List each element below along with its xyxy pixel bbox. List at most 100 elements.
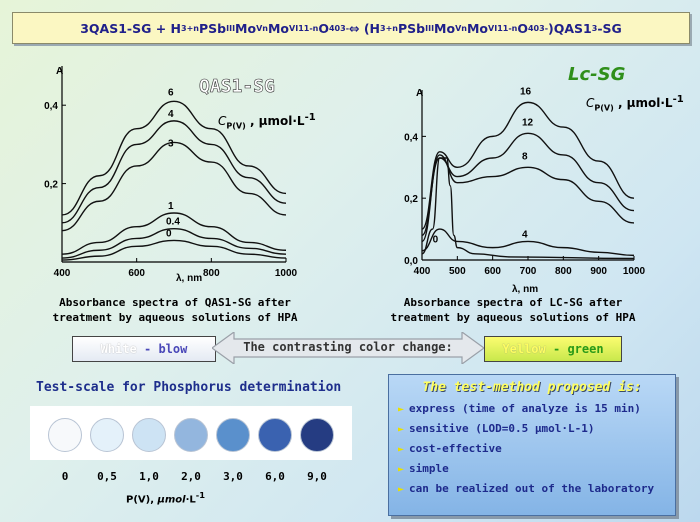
- unit-italic: μmol: [157, 494, 186, 506]
- equation-sub: 3+n: [181, 23, 199, 33]
- series-line-4: [61, 120, 287, 224]
- method-item-text: can be realized out of the laboratory: [409, 482, 655, 495]
- series-label-4: 4: [522, 229, 528, 240]
- swatch-label-1: 0,5: [97, 470, 117, 483]
- test-scale-unit: P(V), μmol·L-1: [126, 490, 205, 505]
- conc-sub: P(V): [594, 103, 614, 113]
- swatch-label-0: 0: [61, 470, 69, 483]
- equation-sub: n: [461, 23, 467, 33]
- equation-sub: 3: [591, 23, 598, 33]
- sep: -: [136, 342, 159, 356]
- equation-part: O: [318, 20, 329, 36]
- method-item-text: cost-effective: [409, 442, 502, 455]
- x-tick-label: 400: [54, 268, 71, 279]
- y-tick-label: 0,0: [404, 256, 418, 267]
- equation-part: Mo: [267, 20, 290, 36]
- series-label-0: 0: [433, 235, 439, 246]
- series-line-4: [421, 228, 635, 257]
- bullet-icon: ►: [398, 404, 405, 415]
- method-item-text: simple: [409, 462, 449, 475]
- x-tick-label: 700: [520, 266, 537, 277]
- bullet-icon: ►: [398, 464, 405, 475]
- color-swatch-5: [258, 418, 292, 452]
- series-label-12: 12: [522, 117, 534, 128]
- method-item: ► sensitive (LOD=0.5 μmol·L-1): [398, 422, 594, 435]
- equation-sup: V: [455, 23, 462, 33]
- equation-sub: n: [262, 23, 268, 33]
- color-swatch-6: [300, 418, 334, 452]
- conc-sub: P(V): [226, 121, 246, 131]
- equation-part: Mo: [466, 20, 489, 36]
- series-line-8: [421, 154, 635, 243]
- equation-sub: 40: [527, 23, 540, 33]
- equation-sub: 11-n: [497, 23, 518, 33]
- x-tick-label: 1000: [623, 266, 646, 277]
- x-tick-label: 1000: [275, 268, 298, 279]
- color-swatch-3: [174, 418, 208, 452]
- double-arrow-icon: [212, 332, 484, 364]
- method-item-text: express (time of analyze is 15 min): [409, 402, 641, 415]
- white-word: White: [100, 342, 137, 356]
- concentration-label-left: CP(V) , μmol·L-1: [218, 112, 316, 131]
- equation-sub: 3+n: [380, 23, 398, 33]
- conc-unit: , μmol·L: [613, 96, 673, 110]
- series-line-6: [61, 100, 287, 216]
- series-line-0: [61, 239, 287, 261]
- x-tick-label: 800: [203, 268, 220, 279]
- x-tick-label: 400: [414, 266, 431, 277]
- conc-symbol: C: [586, 96, 595, 110]
- test-scale-title: Test-scale for Phosphorus determination: [36, 380, 342, 395]
- yellow-word: Yellow: [502, 342, 546, 356]
- series-line-16: [421, 101, 635, 230]
- chart-title-qas1-sg: QAS1-SG: [199, 76, 275, 98]
- green-word: green: [567, 342, 604, 356]
- yellow-green-label: Yellow - green: [484, 336, 622, 362]
- color-swatch-1: [90, 418, 124, 452]
- unit-sup: -1: [195, 490, 206, 500]
- swatch-label-4: 3,0: [223, 470, 243, 483]
- y-tick-label: 0,2: [404, 194, 418, 205]
- equation-part: Mo: [235, 20, 257, 36]
- series-label-6: 6: [168, 87, 174, 98]
- series-label-0.4: 0.4: [166, 217, 180, 228]
- x-tick-label: 600: [128, 268, 145, 279]
- series-line-3: [61, 141, 287, 232]
- concentration-label-right: CP(V) , μmol·L-1: [586, 94, 684, 113]
- x-tick-label: 800: [555, 266, 572, 277]
- method-item: ► can be realized out of the laboratory: [398, 482, 654, 495]
- method-item-text: sensitive (LOD=0.5 μmol·L-1): [409, 422, 595, 435]
- method-item: ► cost-effective: [398, 442, 502, 455]
- series-label-3: 3: [168, 138, 174, 149]
- series-line-0: [421, 157, 635, 260]
- equation-part: O: [517, 20, 528, 36]
- x-axis-label: λ, nm: [512, 284, 538, 295]
- swatch-label-3: 2,0: [181, 470, 201, 483]
- series-label-1: 1: [168, 201, 174, 212]
- sep: -: [545, 342, 568, 356]
- y-tick-label: 0,4: [404, 132, 418, 143]
- series-line-1: [61, 212, 287, 255]
- equation-part: -SG: [597, 20, 622, 36]
- equation-part: Mo: [434, 20, 456, 36]
- color-swatch-0: [48, 418, 82, 452]
- equation-sup: VI: [488, 23, 498, 33]
- swatch-label-6: 9,0: [307, 470, 327, 483]
- caption-right: Absorbance spectra of LC-SG after treatm…: [390, 296, 636, 324]
- bullet-icon: ►: [398, 444, 405, 455]
- equation-sup: 3-: [340, 23, 350, 33]
- unit-text: P(V),: [126, 494, 158, 506]
- series-label-16: 16: [520, 86, 532, 97]
- bullet-icon: ►: [398, 424, 405, 435]
- series-label-0: 0: [166, 228, 172, 239]
- equation-part: )QAS1: [548, 20, 592, 36]
- method-item: ► simple: [398, 462, 449, 475]
- series-label-8: 8: [522, 151, 528, 162]
- x-tick-label: 900: [590, 266, 607, 277]
- equation-sub: 11-n: [298, 23, 319, 33]
- y-axis-label: A: [56, 66, 63, 77]
- equation-sub: 40: [328, 23, 341, 33]
- caption-left: Absorbance spectra of QAS1-SG after trea…: [52, 296, 298, 324]
